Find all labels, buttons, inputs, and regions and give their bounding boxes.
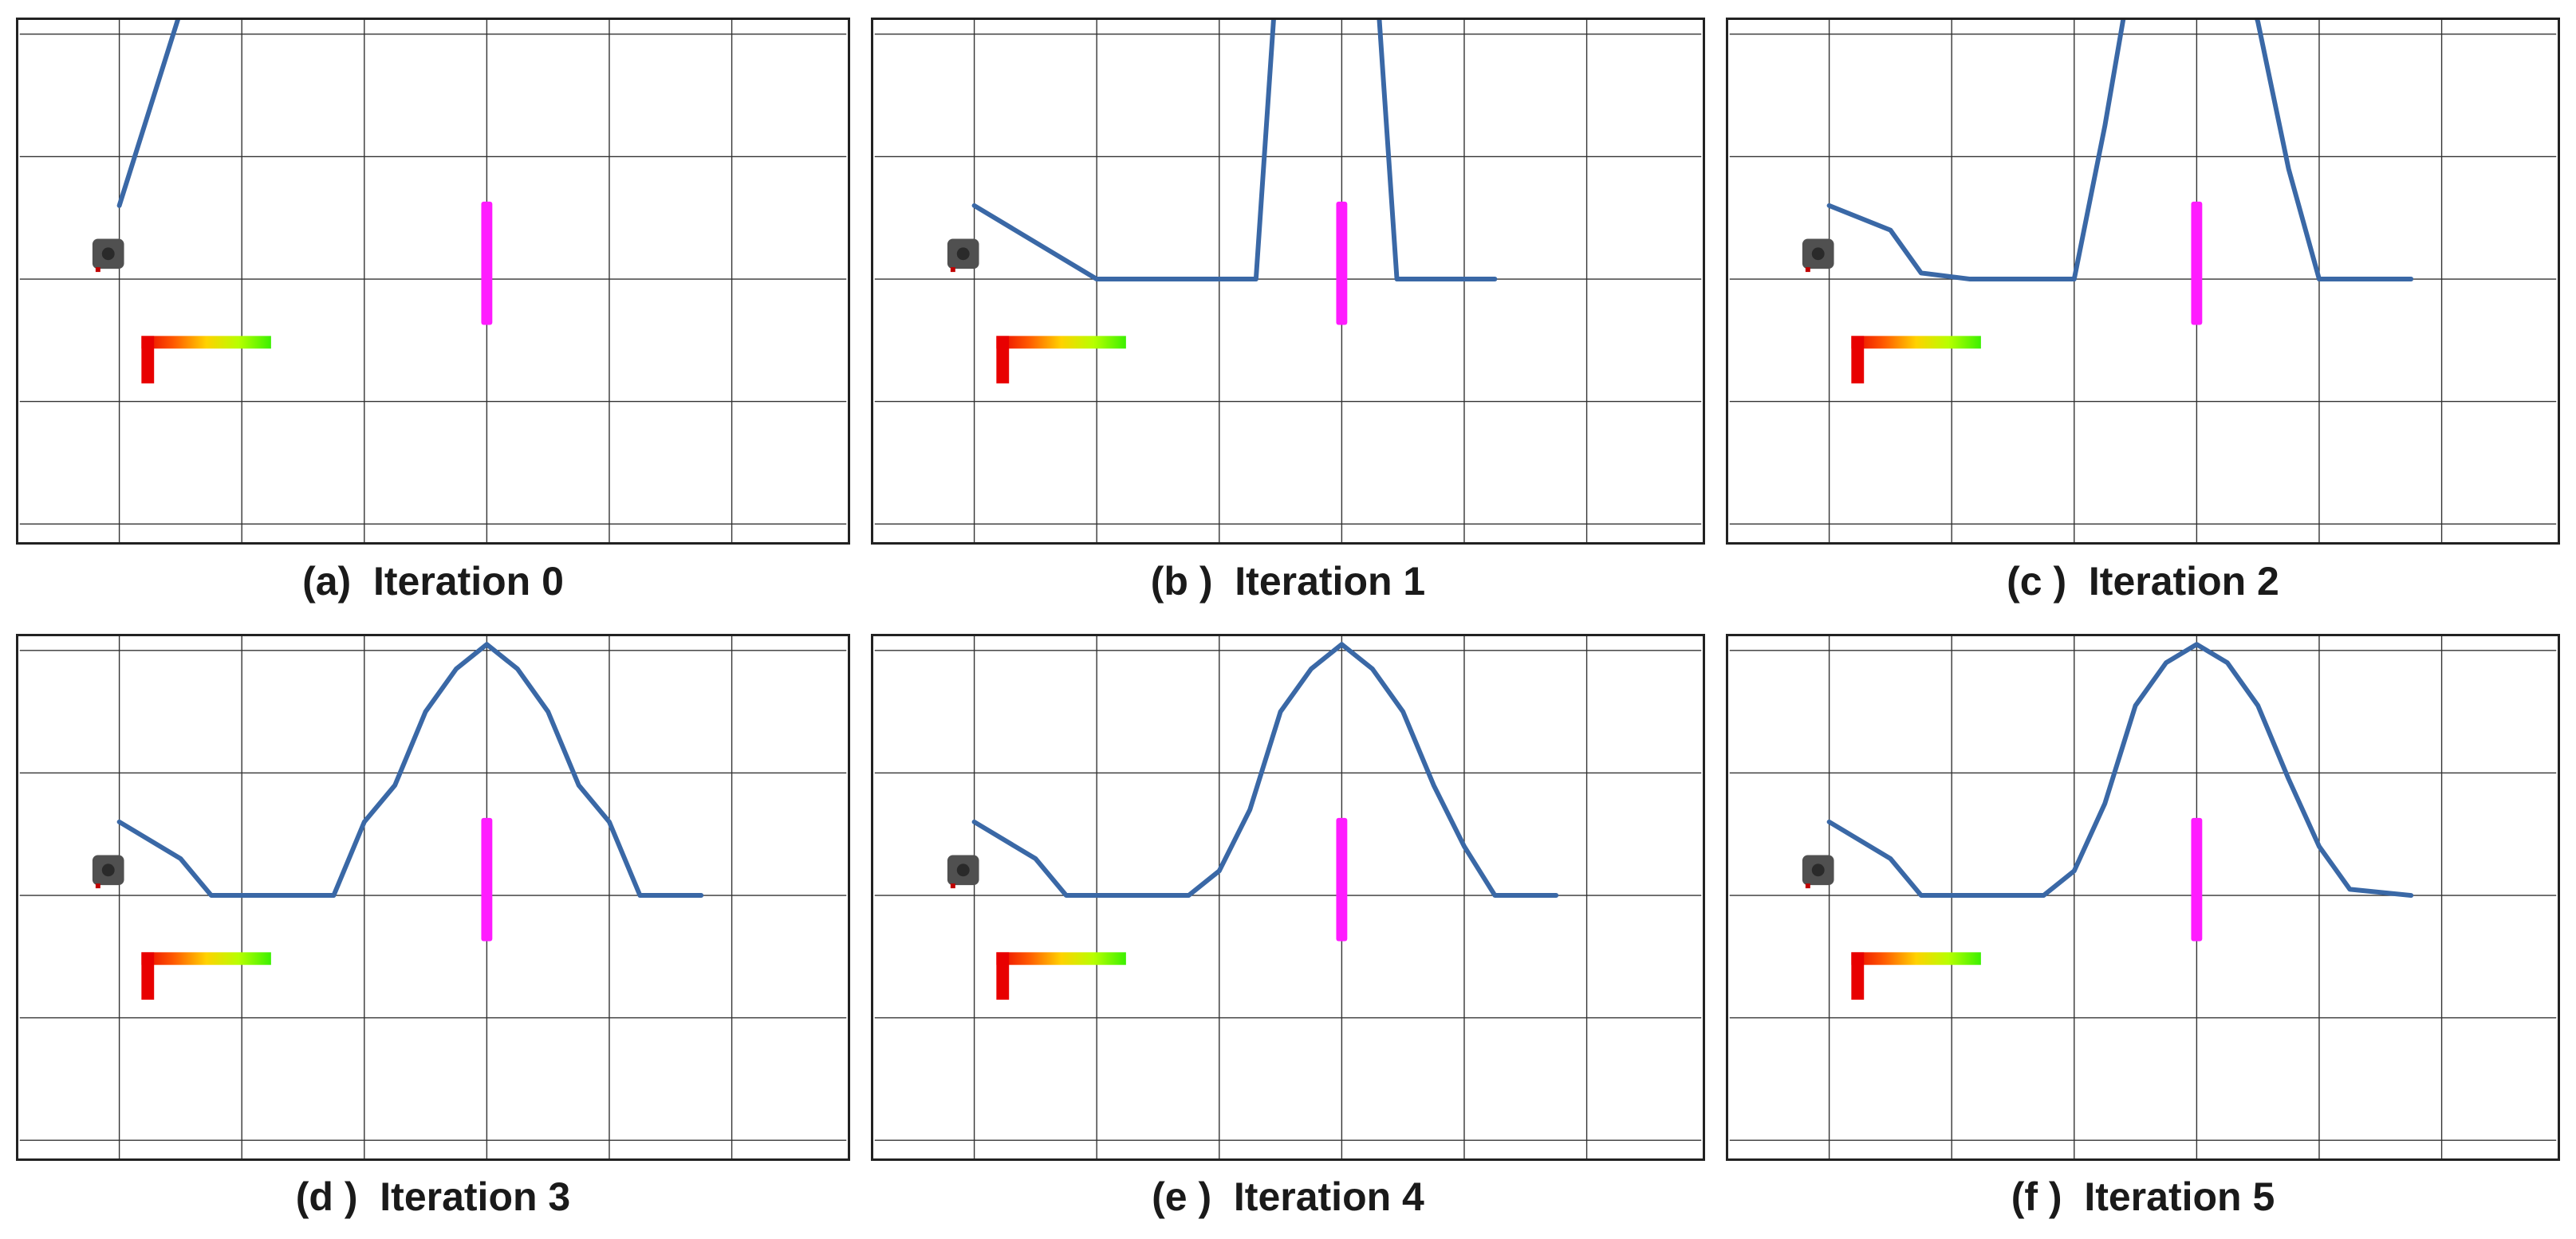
planned-path <box>971 642 1559 898</box>
panel-caption: (c ) Iteration 2 <box>2007 559 2279 604</box>
obstacle <box>481 201 493 325</box>
scan-wall-horizontal <box>141 336 271 349</box>
panel-caption: (d ) Iteration 3 <box>295 1174 571 1219</box>
obstacle <box>481 817 493 942</box>
robot-icon <box>1802 238 1834 273</box>
panel-frame-5 <box>1726 634 2560 1161</box>
robot-marker <box>95 883 100 889</box>
robot-icon <box>947 238 979 273</box>
scan-wall-vertical <box>141 952 155 1000</box>
grid-map <box>19 636 847 1158</box>
robot-sensor <box>956 863 970 877</box>
robot-sensor <box>956 247 970 261</box>
grid-lines <box>874 636 1702 1158</box>
grid-map <box>1729 20 2557 542</box>
robot-sensor <box>101 863 115 877</box>
grid-map <box>1729 636 2557 1158</box>
panel-caption: (a) Iteration 0 <box>302 559 564 604</box>
panel-frame-1 <box>871 18 1705 545</box>
panel-caption: (f ) Iteration 5 <box>2011 1174 2275 1219</box>
scan-wall-horizontal <box>1851 952 1981 966</box>
robot-icon <box>947 855 979 889</box>
planned-path <box>971 20 1498 281</box>
panel-frame-3 <box>16 634 850 1161</box>
scan-wall-vertical <box>996 952 1010 1000</box>
scan-wall-vertical <box>141 336 155 384</box>
robot-icon <box>92 855 124 889</box>
grid-lines <box>1729 20 2557 542</box>
grid-lines <box>1729 636 2557 1158</box>
robot-sensor <box>1811 863 1825 877</box>
robot-sensor <box>1811 247 1825 261</box>
grid-map <box>874 20 1702 542</box>
robot-icon <box>92 238 124 273</box>
planned-path <box>1826 20 2414 281</box>
robot-marker <box>950 883 955 889</box>
robot-marker <box>1805 883 1810 889</box>
scan-wall-horizontal <box>996 952 1126 966</box>
robot-sensor <box>101 247 115 261</box>
robot-marker <box>1805 267 1810 273</box>
scan-wall-horizontal <box>996 336 1126 349</box>
grid-lines <box>19 636 847 1158</box>
grid-lines <box>19 20 847 542</box>
obstacle <box>1336 201 1348 325</box>
scan-wall-horizontal <box>141 952 271 966</box>
planned-path <box>116 20 180 208</box>
panel-frame-4 <box>871 634 1705 1161</box>
planned-path <box>116 642 704 898</box>
panel-frame-2 <box>1726 18 2560 545</box>
grid-map <box>874 636 1702 1158</box>
scan-wall-horizontal <box>1851 336 1981 349</box>
robot-marker <box>95 267 100 273</box>
robot-marker <box>950 267 955 273</box>
obstacle <box>1336 817 1348 942</box>
panel-frame-0 <box>16 18 850 545</box>
scan-wall-vertical <box>1851 952 1865 1000</box>
grid-map <box>19 20 847 542</box>
panel-caption: (b ) Iteration 1 <box>1150 559 1426 604</box>
obstacle <box>2191 201 2203 325</box>
scan-wall-vertical <box>996 336 1010 384</box>
robot-icon <box>1802 855 1834 889</box>
grid-lines <box>874 20 1702 542</box>
panel-caption: (e ) Iteration 4 <box>1152 1174 1424 1219</box>
scan-wall-vertical <box>1851 336 1865 384</box>
planned-path <box>1826 642 2414 898</box>
obstacle <box>2191 817 2203 942</box>
